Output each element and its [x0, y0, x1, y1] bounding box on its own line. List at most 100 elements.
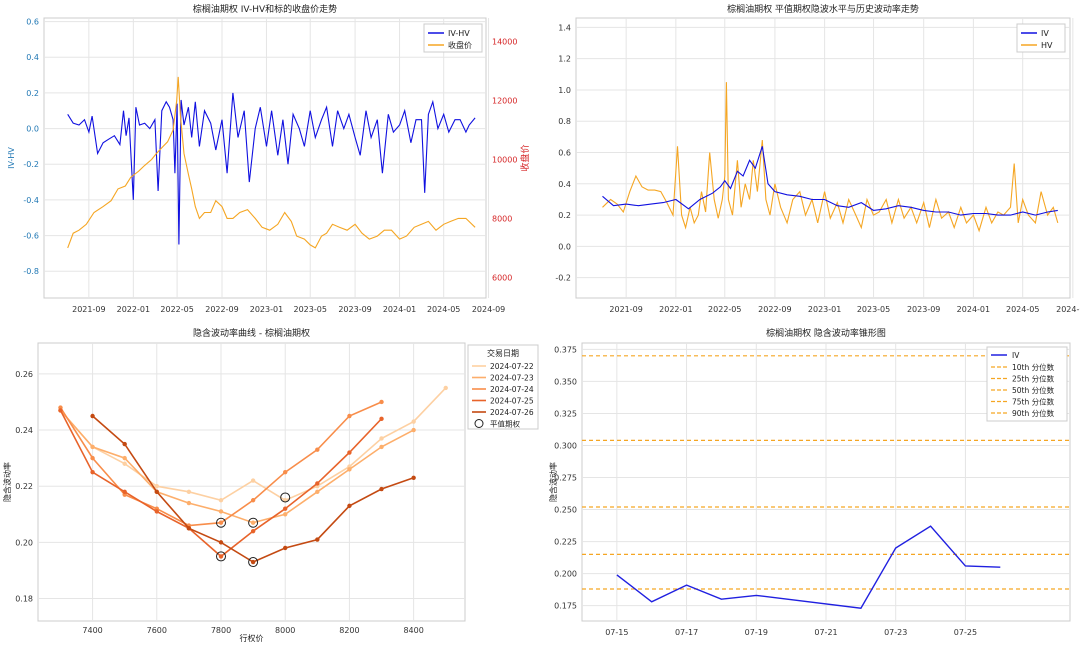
- x-tick-label: 2023-01: [250, 305, 283, 314]
- smile-point: [186, 526, 192, 531]
- smile-point: [443, 385, 448, 391]
- atm-marker: [248, 557, 259, 568]
- chart-iv-cone: 07-15 07-17 07-19 07-21 07-23 07-25 0.175 0.200…: [540, 323, 1080, 646]
- x-tick-label: 07-17: [675, 628, 698, 637]
- chart-iv-vs-hv-svg: 2021-09 2022-01 2022-05 2022-09 2023-01 2023-…: [555, 3, 1080, 314]
- y-tick-label: 0.22: [15, 482, 33, 491]
- y-tick-label: 0.375: [554, 345, 577, 354]
- y2-axis-label: 收盘价: [519, 144, 531, 171]
- x-tick-label: 2022-01: [117, 305, 150, 314]
- smile-point: [122, 489, 127, 495]
- legend-title: 交易日期: [487, 348, 519, 358]
- chart-title: 棕榈油期权 平值期权隐波水平与历史波动率走势: [727, 3, 919, 15]
- y-tick-label: 0.2: [26, 89, 39, 98]
- smile-point: [186, 489, 192, 495]
- legend-label: HV: [1041, 41, 1053, 50]
- y-tick-label: 0.0: [26, 125, 39, 134]
- smile-point: [218, 509, 224, 514]
- x-tick-label: 2023-05: [294, 305, 327, 314]
- smile-point: [250, 559, 256, 565]
- legend-label: 2024-07-22: [490, 362, 534, 371]
- chart-iv-vs-hv: 2021-09 2022-01 2022-05 2022-09 2023-01 2023-…: [540, 0, 1080, 323]
- chart-title: 棕榈油期权 隐含波动率锥形图: [766, 327, 886, 339]
- legend-label: 2024-07-23: [490, 374, 534, 383]
- smile-point: [347, 450, 352, 455]
- y-tick-label: 1.2: [558, 55, 571, 64]
- smile-point: [250, 478, 256, 483]
- y-axis-label: IV-HV: [7, 147, 16, 169]
- smile-point: [154, 489, 159, 495]
- x-tick-label: 2023-01: [808, 305, 841, 314]
- y-tick-label: 0.24: [15, 426, 33, 435]
- smile-point: [90, 413, 95, 419]
- smile-point: [379, 436, 384, 441]
- smile-point: [315, 537, 320, 542]
- y-tick-label: 0.18: [15, 595, 33, 604]
- smile-point: [315, 447, 320, 452]
- y-tick-label: -0.8: [23, 267, 39, 276]
- smile-point: [379, 416, 384, 422]
- x-tick-label: 07-25: [954, 628, 977, 637]
- smile-point: [379, 399, 384, 405]
- y-tick-label: 0.26: [15, 370, 33, 379]
- smile-point: [347, 467, 352, 472]
- y-tick-label: 0.4: [558, 180, 571, 189]
- x-tick-label: 2022-09: [758, 305, 791, 314]
- y2-tick-label: 8000: [492, 214, 512, 223]
- plot-area: [37, 342, 466, 622]
- smile-point: [315, 489, 320, 495]
- y-tick-label: 0.20: [15, 538, 33, 547]
- y-tick-label: -0.6: [23, 232, 39, 241]
- y2-tick-label: 6000: [492, 273, 512, 282]
- y2-tick-label: 14000: [492, 38, 517, 47]
- atm-marker: [216, 551, 226, 562]
- smile-point: [90, 469, 95, 475]
- y-tick-label: 0.6: [26, 18, 39, 27]
- legend-box: [423, 23, 483, 53]
- smile-point: [218, 520, 224, 525]
- smile-point: [411, 419, 416, 424]
- smile-point: [218, 498, 224, 503]
- y-tick-label: 0.2: [558, 211, 571, 220]
- x-axis-label: 行权价: [240, 633, 264, 643]
- x-tick-label: 2021-09: [609, 305, 642, 314]
- x-tick-label: 8200: [339, 626, 359, 635]
- x-tick-label: 2022-05: [708, 305, 741, 314]
- x-tick-label: 2022-01: [659, 305, 692, 314]
- smile-point: [154, 484, 159, 489]
- legend-label: IV: [1041, 29, 1049, 38]
- smile-point: [283, 506, 288, 511]
- x-tick-label: 2023-09: [907, 305, 940, 314]
- smile-point: [283, 512, 288, 517]
- y-tick-label: 0.200: [554, 570, 577, 579]
- x-tick-label: 2024-05: [1006, 305, 1039, 314]
- legend-label: 2024-07-24: [490, 385, 534, 394]
- y-tick-label: 0.4: [26, 53, 39, 62]
- legend: IV HV: [1016, 23, 1066, 53]
- y-tick-label: 0.325: [554, 409, 577, 418]
- smile-point: [250, 520, 256, 525]
- legend-atm-swatch: [474, 419, 484, 428]
- x-tick-label: 2024-05: [427, 305, 460, 314]
- y2-tick-label: 10000: [492, 155, 517, 164]
- x-tick-label: 2024-01: [957, 305, 990, 314]
- smile-point: [218, 554, 224, 559]
- y-tick-label: 0.0: [558, 242, 571, 251]
- legend-label: 2024-07-25: [490, 397, 534, 406]
- legend-label: 75th 分位数: [1012, 397, 1055, 407]
- legend-label: 10th 分位数: [1012, 362, 1055, 372]
- series-line-iv-hv: [67, 92, 476, 245]
- smile-point: [154, 509, 159, 514]
- legend-label: IV-HV: [448, 29, 470, 38]
- chart-iv-smile-svg: 7400 7600 7800 8000 8200 8400 0.18 0.20 0.22 0.24…: [2, 327, 539, 643]
- y2-tick-label: 12000: [492, 97, 517, 106]
- chart-iv-hv-price-svg: 2021-09 2022-01 2022-05 2022-09 2023-01 2023-…: [7, 3, 531, 314]
- x-tick-label: 07-21: [814, 628, 837, 637]
- x-tick-label: 2023-09: [338, 305, 371, 314]
- legend: IV-HV 收盘价: [423, 23, 483, 53]
- legend-atm-label: 平值期权: [490, 419, 520, 429]
- y-tick-label: 1.4: [558, 23, 571, 32]
- smile-point: [347, 413, 352, 419]
- series-line-iv: [616, 525, 1001, 609]
- smile-point: [250, 498, 256, 503]
